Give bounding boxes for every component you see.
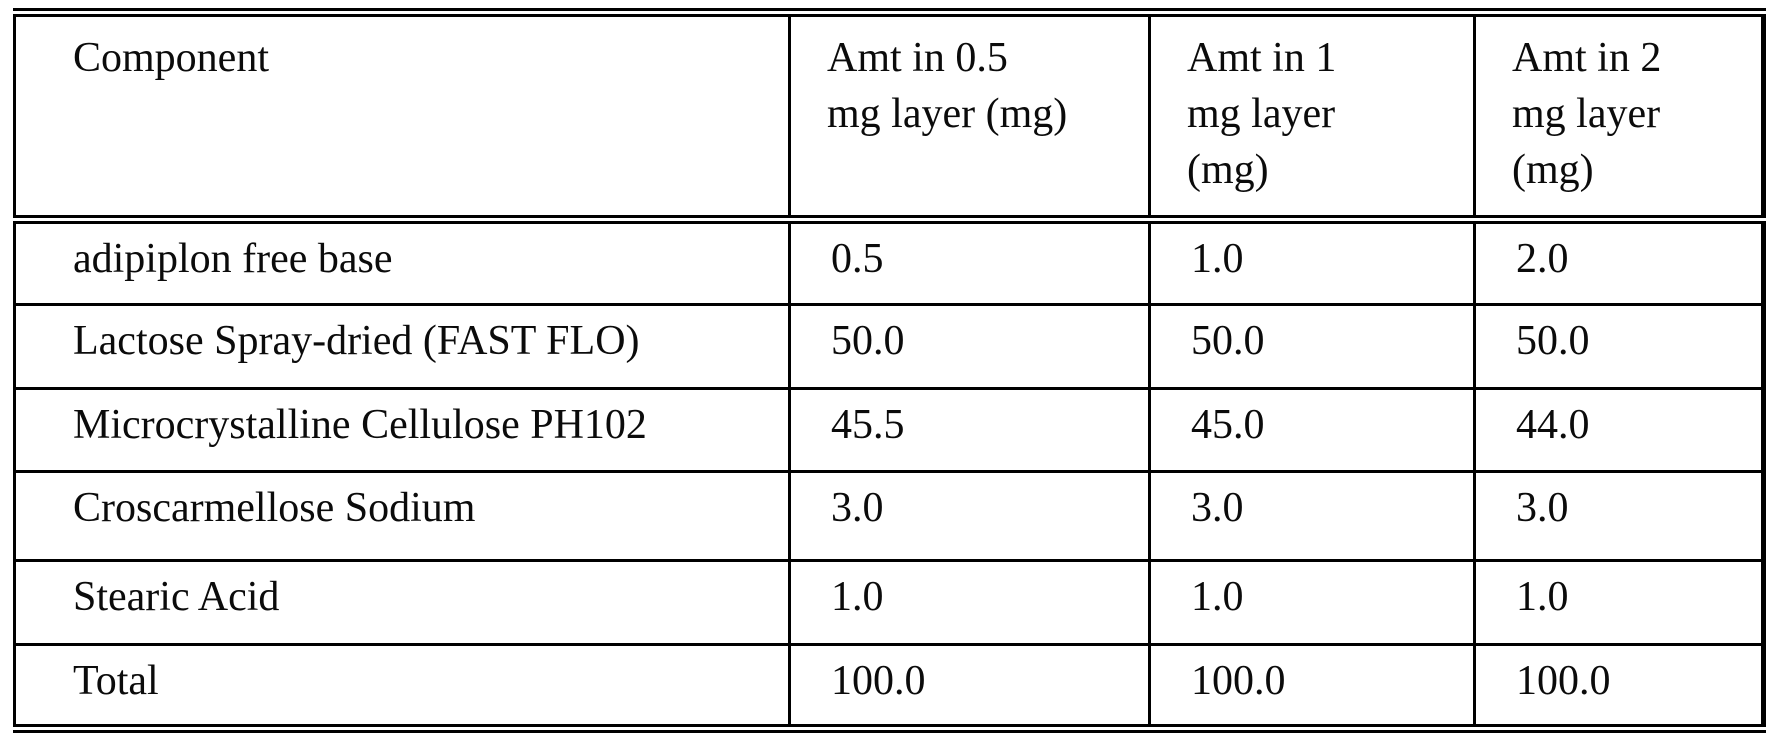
component-cell: Stearic Acid: [13, 558, 791, 646]
column-header-component-label: Component: [73, 35, 269, 81]
table-row: adipiplon free base 0.5 1.0 2.0: [13, 217, 1765, 307]
header-line: mg layer: [1512, 90, 1661, 137]
component-cell: adipiplon free base: [13, 217, 791, 307]
header-line: (mg): [1187, 146, 1269, 193]
amount-cell: 50.0: [1473, 303, 1765, 391]
amount-cell: 100.0: [1473, 642, 1765, 734]
amount-cell: 100.0: [1148, 642, 1476, 734]
table-header: Component Amt in 0.5 mg layer (mg) Amt i…: [13, 8, 1765, 224]
column-header-amt-2mg: Amt in 2 mg layer (mg): [1473, 8, 1765, 224]
amount-cell: 3.0: [788, 470, 1151, 562]
table-row: Croscarmellose Sodium 3.0 3.0 3.0: [13, 470, 1765, 562]
header-line: mg layer: [1187, 90, 1336, 137]
column-header-component: Component: [13, 8, 791, 224]
amount-cell: 3.0: [1148, 470, 1476, 562]
amount-cell: 1.0: [1473, 558, 1765, 646]
column-header-amt-1mg: Amt in 1 mg layer (mg): [1148, 8, 1476, 224]
header-line: mg layer (mg): [827, 90, 1068, 137]
header-line: Amt in 2: [1512, 35, 1662, 81]
amount-cell: 0.5: [788, 217, 1151, 307]
amount-cell: 1.0: [788, 558, 1151, 646]
column-header-amt-0-5mg: Amt in 0.5 mg layer (mg): [788, 8, 1151, 224]
component-cell: Total: [13, 642, 791, 734]
header-line: Amt in 1: [1187, 35, 1337, 81]
component-cell: Croscarmellose Sodium: [13, 470, 791, 562]
amount-cell: 45.0: [1148, 387, 1476, 474]
table-body: adipiplon free base 0.5 1.0 2.0 Lactose …: [13, 217, 1765, 734]
table-row: Lactose Spray-dried (FAST FLO) 50.0 50.0…: [13, 303, 1765, 391]
amount-cell: 1.0: [1148, 558, 1476, 646]
amount-cell: 44.0: [1473, 387, 1765, 474]
table-row: Microcrystalline Cellulose PH102 45.5 45…: [13, 387, 1765, 474]
formulation-table: Component Amt in 0.5 mg layer (mg) Amt i…: [13, 8, 1766, 734]
amount-cell: 2.0: [1473, 217, 1765, 307]
header-line: (mg): [1512, 146, 1594, 193]
component-cell: Lactose Spray-dried (FAST FLO): [13, 303, 791, 391]
amount-cell: 45.5: [788, 387, 1151, 474]
amount-cell: 100.0: [788, 642, 1151, 734]
header-row: Component Amt in 0.5 mg layer (mg) Amt i…: [13, 8, 1765, 224]
amount-cell: 50.0: [1148, 303, 1476, 391]
component-cell: Microcrystalline Cellulose PH102: [13, 387, 791, 474]
table-row: Stearic Acid 1.0 1.0 1.0: [13, 558, 1765, 646]
amount-cell: 1.0: [1148, 217, 1476, 307]
table-row-total: Total 100.0 100.0 100.0: [13, 642, 1765, 734]
amount-cell: 3.0: [1473, 470, 1765, 562]
header-line: Amt in 0.5: [827, 35, 1008, 81]
amount-cell: 50.0: [788, 303, 1151, 391]
